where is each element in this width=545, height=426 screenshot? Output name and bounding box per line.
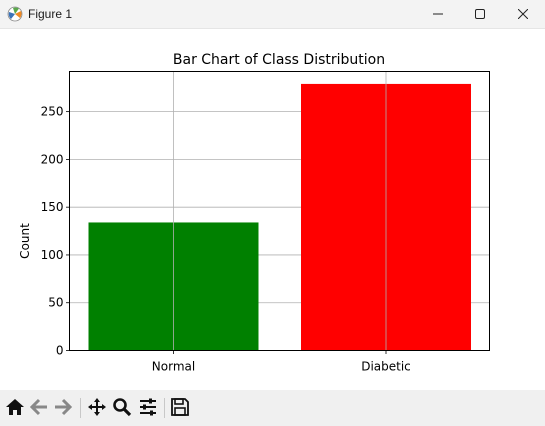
y-tick-label: 100 (41, 248, 64, 262)
y-tick-label: 50 (48, 296, 63, 310)
minimize-button[interactable] (417, 0, 459, 28)
toolbar-separator (80, 398, 81, 418)
y-tick-label: 200 (41, 152, 64, 166)
axis-ticks: 0 50 100 150 200 250 Normal Diabetic (41, 105, 411, 374)
navigation-toolbar (0, 390, 545, 426)
maximize-button[interactable] (459, 0, 501, 28)
home-button[interactable] (4, 396, 26, 418)
y-tick-label: 0 (56, 344, 64, 358)
matplotlib-app-icon (7, 6, 23, 22)
back-button[interactable] (28, 396, 50, 418)
bars (88, 71, 471, 351)
x-tick-label: Normal (152, 360, 195, 374)
forward-arrow-icon (55, 398, 73, 416)
close-button[interactable] (502, 0, 544, 28)
save-button[interactable] (169, 396, 191, 418)
y-axis-label: Count (18, 223, 32, 259)
forward-button[interactable] (52, 396, 74, 418)
configure-subplots-icon (140, 398, 156, 416)
back-arrow-icon (29, 398, 47, 416)
close-icon (518, 9, 528, 19)
zoom-icon (113, 398, 132, 417)
window-titlebar: Figure 1 (0, 0, 545, 29)
configure-subplots-button[interactable] (137, 396, 159, 418)
pan-icon (88, 398, 106, 416)
zoom-button[interactable] (111, 396, 133, 418)
figure-canvas[interactable]: Bar Chart of Class Distribution Count 0 5… (0, 29, 545, 390)
y-tick-label: 150 (41, 200, 64, 214)
bar-chart: Bar Chart of Class Distribution Count 0 5… (18, 52, 490, 374)
save-icon (171, 398, 189, 416)
plot-frame (69, 71, 490, 351)
window-title: Figure 1 (28, 7, 73, 21)
y-tick-label: 250 (41, 105, 64, 119)
home-icon (6, 399, 24, 415)
pan-button[interactable] (86, 396, 108, 418)
minimize-icon (433, 13, 443, 15)
toolbar-separator (164, 398, 165, 418)
x-tick-label: Diabetic (361, 360, 411, 374)
maximize-icon (475, 9, 485, 19)
chart-title: Bar Chart of Class Distribution (173, 52, 385, 68)
